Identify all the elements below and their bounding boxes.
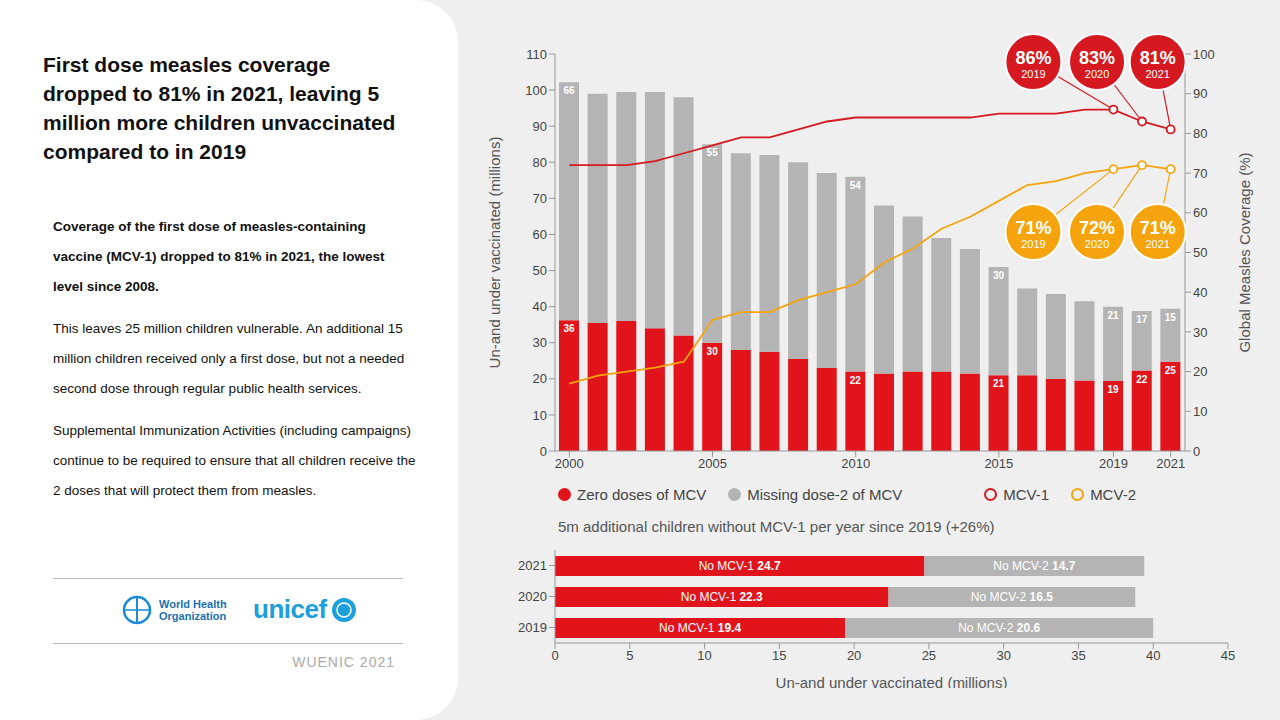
svg-text:0: 0 bbox=[551, 648, 558, 663]
svg-text:10: 10 bbox=[1193, 404, 1207, 419]
svg-text:60: 60 bbox=[533, 227, 547, 242]
html-text:unicef: unicef bbox=[253, 594, 327, 624]
svg-text:2021: 2021 bbox=[1156, 456, 1185, 471]
svg-text:0: 0 bbox=[540, 444, 547, 459]
svg-text:10: 10 bbox=[697, 648, 711, 663]
svg-text:No MCV-1 22.3: No MCV-1 22.3 bbox=[681, 590, 763, 604]
svg-text:80: 80 bbox=[1193, 126, 1207, 141]
html-text:WUENIC 2021: WUENIC 2021 bbox=[292, 654, 395, 670]
svg-text:10: 10 bbox=[533, 408, 547, 423]
svg-text:No MCV-2 16.5: No MCV-2 16.5 bbox=[971, 590, 1053, 604]
html-text:MCV-2: MCV-2 bbox=[1090, 486, 1136, 503]
svg-text:2005: 2005 bbox=[698, 456, 727, 471]
svg-text:35: 35 bbox=[1071, 648, 1085, 663]
svg-text:100: 100 bbox=[1193, 47, 1215, 62]
svg-text:83%: 83% bbox=[1079, 48, 1115, 68]
svg-text:54: 54 bbox=[850, 180, 862, 191]
svg-text:17: 17 bbox=[1136, 314, 1148, 325]
svg-text:66: 66 bbox=[563, 85, 575, 96]
svg-text:21: 21 bbox=[993, 378, 1005, 389]
svg-text:45: 45 bbox=[1221, 648, 1235, 663]
svg-text:25: 25 bbox=[1165, 365, 1177, 376]
svg-text:25: 25 bbox=[922, 648, 936, 663]
html-text:5m additional children without: 5m additional children without MCV-1 per… bbox=[558, 518, 995, 535]
svg-text:2000: 2000 bbox=[555, 456, 584, 471]
svg-text:20: 20 bbox=[533, 371, 547, 386]
svg-text:20: 20 bbox=[847, 648, 861, 663]
svg-text:2020: 2020 bbox=[518, 589, 547, 604]
svg-text:No MCV-2 20.6: No MCV-2 20.6 bbox=[958, 621, 1040, 635]
svg-text:50: 50 bbox=[533, 263, 547, 278]
svg-text:2021: 2021 bbox=[1145, 68, 1169, 80]
svg-text:22: 22 bbox=[1136, 374, 1148, 385]
svg-text:36: 36 bbox=[563, 323, 575, 334]
svg-text:0: 0 bbox=[1193, 444, 1200, 459]
html-text:Missing dose-2 of MCV: Missing dose-2 of MCV bbox=[747, 486, 903, 503]
svg-text:22: 22 bbox=[850, 375, 862, 386]
svg-text:80: 80 bbox=[533, 155, 547, 170]
svg-text:15: 15 bbox=[1165, 312, 1177, 323]
svg-text:71%: 71% bbox=[1015, 218, 1051, 238]
svg-text:90: 90 bbox=[1193, 86, 1207, 101]
html-text:This leaves 25 million childre: This leaves 25 million children vulnerab… bbox=[53, 321, 405, 396]
svg-text:70: 70 bbox=[1193, 166, 1207, 181]
svg-text:No MCV-2 14.7: No MCV-2 14.7 bbox=[993, 559, 1075, 573]
svg-text:55: 55 bbox=[707, 147, 719, 158]
svg-text:30: 30 bbox=[533, 335, 547, 350]
svg-text:2019: 2019 bbox=[1021, 68, 1045, 80]
svg-text:No MCV-1 19.4: No MCV-1 19.4 bbox=[659, 621, 741, 635]
svg-text:19: 19 bbox=[1108, 384, 1120, 395]
svg-text:30: 30 bbox=[993, 270, 1005, 281]
html-text:Zero doses of MCV: Zero doses of MCV bbox=[577, 486, 707, 503]
svg-text:21: 21 bbox=[1108, 310, 1120, 321]
svg-text:40: 40 bbox=[1146, 648, 1160, 663]
svg-text:71%: 71% bbox=[1140, 218, 1176, 238]
svg-text:Un-and under vaccinated (milli: Un-and under vaccinated (millions) bbox=[776, 674, 1008, 688]
svg-text:Global Measles Coverage (%): Global Measles Coverage (%) bbox=[1236, 152, 1253, 352]
html-text:MCV-1: MCV-1 bbox=[1003, 486, 1050, 503]
svg-text:81%: 81% bbox=[1140, 48, 1176, 68]
html-text:Coverage of the first dose of: Coverage of the first dose of measles-co… bbox=[53, 219, 385, 294]
svg-text:86%: 86% bbox=[1015, 48, 1051, 68]
svg-text:2020: 2020 bbox=[1085, 238, 1109, 250]
svg-text:2019: 2019 bbox=[518, 620, 547, 635]
svg-text:72%: 72% bbox=[1079, 218, 1115, 238]
html-text:Supplemental Immunization Acti: Supplemental Immunization Activities (in… bbox=[53, 423, 416, 498]
svg-text:110: 110 bbox=[526, 47, 547, 62]
svg-text:2020: 2020 bbox=[1085, 68, 1109, 80]
svg-text:2019: 2019 bbox=[1099, 456, 1128, 471]
svg-text:2015: 2015 bbox=[984, 456, 1013, 471]
svg-text:50: 50 bbox=[1193, 245, 1207, 260]
svg-text:2019: 2019 bbox=[1021, 238, 1045, 250]
svg-text:100: 100 bbox=[525, 83, 547, 98]
svg-text:2010: 2010 bbox=[841, 456, 870, 471]
svg-text:40: 40 bbox=[1193, 285, 1207, 300]
html-text:First dose measles coverage dr: First dose measles coverage dropped to 8… bbox=[43, 53, 396, 163]
svg-text:40: 40 bbox=[533, 299, 547, 314]
html-text:World Health Organization: World Health Organization bbox=[159, 597, 227, 622]
svg-text:2021: 2021 bbox=[1145, 238, 1169, 250]
svg-text:Un-and under vaccinated (milli: Un-and under vaccinated (millions) bbox=[486, 137, 503, 369]
svg-text:5: 5 bbox=[626, 648, 633, 663]
svg-text:No MCV-1 24.7: No MCV-1 24.7 bbox=[699, 559, 781, 573]
svg-text:2021: 2021 bbox=[518, 558, 547, 573]
svg-text:60: 60 bbox=[1193, 205, 1207, 220]
svg-text:90: 90 bbox=[533, 119, 547, 134]
svg-text:30: 30 bbox=[996, 648, 1010, 663]
svg-text:20: 20 bbox=[1193, 364, 1207, 379]
svg-text:15: 15 bbox=[772, 648, 786, 663]
svg-text:70: 70 bbox=[533, 191, 547, 206]
svg-text:30: 30 bbox=[707, 346, 719, 357]
svg-text:30: 30 bbox=[1193, 325, 1207, 340]
